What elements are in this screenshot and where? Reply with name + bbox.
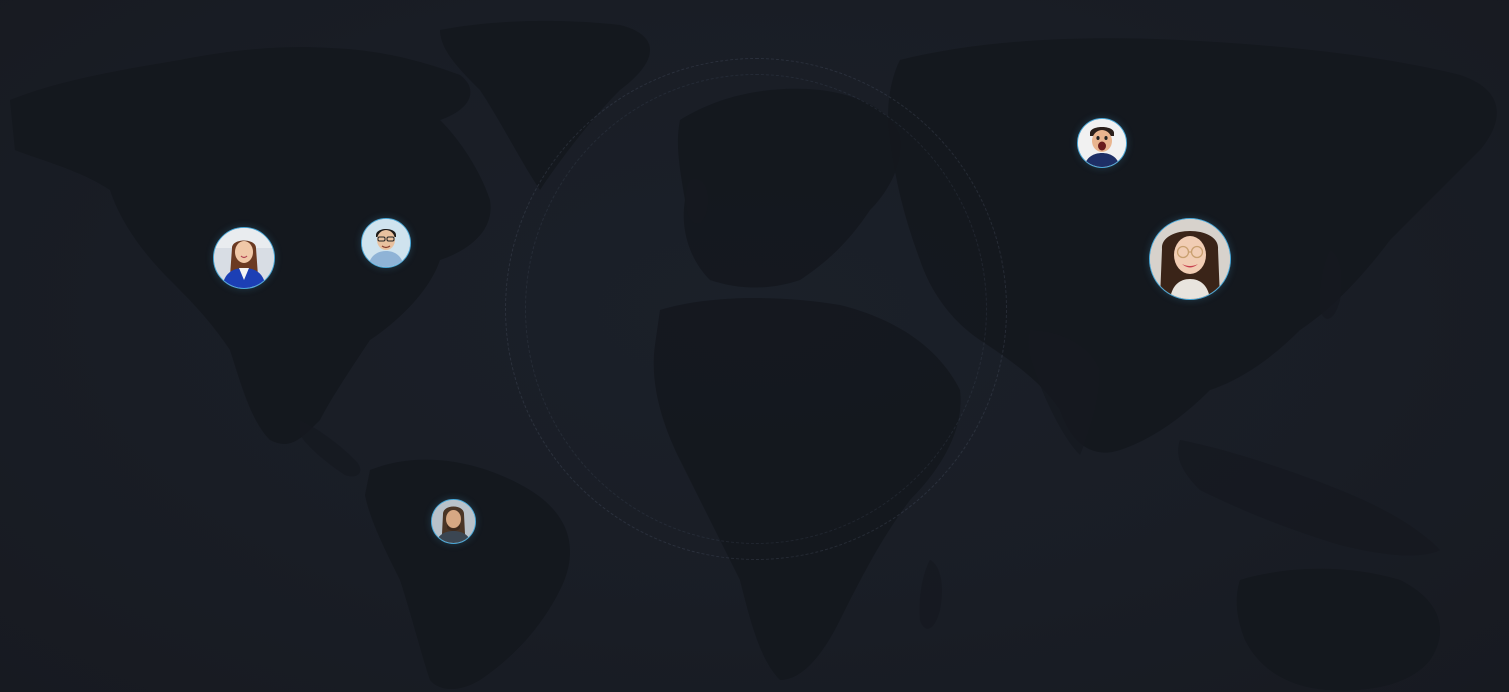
user-avatar-north-america-west[interactable] — [213, 227, 275, 289]
continent-southeast-asia — [1178, 440, 1440, 556]
person-woman-blue-blazer-icon — [214, 228, 274, 288]
person-man-surprised-icon — [1078, 119, 1126, 167]
continent-south-america — [365, 459, 570, 689]
center-ring-inner — [525, 74, 987, 544]
continent-central-america — [300, 420, 361, 477]
user-avatar-north-america-east[interactable] — [361, 218, 411, 268]
continent-india — [1028, 330, 1100, 455]
person-woman-glasses-icon — [1150, 219, 1230, 299]
user-avatar-east-asia[interactable] — [1149, 218, 1231, 300]
island-madagascar — [919, 560, 942, 629]
continent-australia — [1236, 568, 1440, 691]
center-ring-outer — [505, 58, 1007, 560]
user-avatar-russia[interactable] — [1077, 118, 1127, 168]
island-japan — [1319, 250, 1342, 319]
user-avatar-south-america[interactable] — [431, 499, 476, 544]
person-man-long-hair-icon — [432, 500, 475, 543]
person-man-glasses-icon — [362, 219, 410, 267]
continent-greenland — [440, 20, 650, 190]
